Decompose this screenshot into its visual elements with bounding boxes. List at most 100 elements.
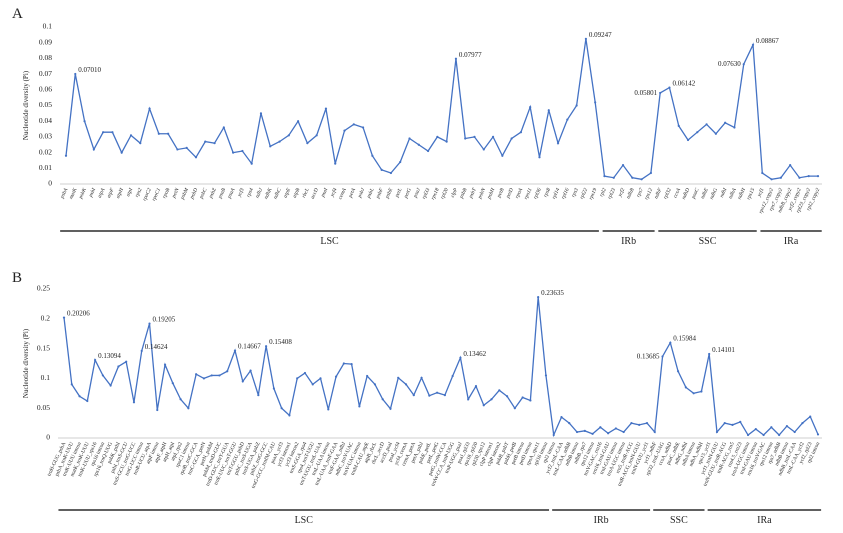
x-tick-label: psbI [87, 187, 97, 199]
data-point [754, 427, 757, 431]
data-point [659, 91, 662, 95]
data-point [436, 391, 439, 394]
data-point [78, 395, 81, 398]
x-tick-label: rps7 [635, 187, 645, 198]
data-point [779, 176, 782, 179]
x-tick-label: ycf3 [235, 187, 246, 199]
x-tick-label: ndhD [681, 187, 691, 200]
data-label: 0.14624 [145, 343, 168, 351]
data-point [306, 142, 309, 145]
data-point [343, 129, 346, 132]
x-tick-label: rpl2 [599, 187, 608, 198]
data-point [723, 422, 726, 425]
data-point [389, 407, 392, 410]
data-point [544, 374, 548, 377]
data-point [731, 423, 734, 426]
x-tick-label: petL [394, 187, 404, 199]
x-tick-label: atpI [125, 187, 134, 197]
data-point [724, 121, 727, 124]
data-point [793, 430, 796, 434]
data-point [303, 371, 307, 375]
data-point [93, 358, 97, 362]
x-tick-label: ndhF [653, 187, 663, 200]
data-point [459, 356, 462, 359]
data-point [139, 142, 142, 145]
data-point [233, 349, 237, 352]
data-point [167, 132, 170, 135]
y-tick-label: 0.04 [39, 116, 52, 125]
data-point [232, 151, 235, 154]
x-tick-label: rps12 [644, 187, 655, 201]
x-tick-label: psbH [486, 186, 497, 201]
data-point [621, 164, 625, 167]
data-point [426, 149, 430, 153]
region-label: IRb [594, 515, 609, 526]
data-point [120, 151, 123, 154]
data-point [614, 427, 617, 430]
data-point [538, 156, 541, 159]
data-point [809, 415, 812, 418]
y-tick-label: 0.07 [39, 69, 52, 78]
data-point [404, 383, 408, 386]
x-tick-label: rpoB [162, 187, 172, 200]
data-point [739, 420, 742, 424]
data-point [361, 126, 365, 129]
data-point [195, 373, 198, 376]
data-point [101, 374, 104, 377]
data-point [505, 395, 509, 398]
data-point [176, 148, 179, 151]
data-point [631, 176, 634, 179]
y-tick-label: 0 [48, 179, 52, 188]
data-point [269, 145, 272, 148]
x-tick-label: psbT [468, 186, 479, 200]
data-point [537, 296, 540, 299]
x-tick-label: ccsA [672, 187, 682, 199]
x-tick-label: rpl22 [579, 187, 589, 200]
data-point [265, 345, 268, 348]
data-point [226, 370, 229, 373]
data-point [334, 375, 338, 378]
data-point [751, 43, 755, 46]
x-tick-label: psbL [365, 187, 375, 200]
data-point [324, 107, 328, 110]
x-tick-label: rpl36 [533, 187, 543, 200]
data-point [319, 377, 322, 380]
data-point [366, 374, 369, 378]
data-point [556, 142, 560, 145]
x-tick-label: ndhC [273, 187, 283, 200]
data-point [296, 120, 300, 123]
x-tick-label: rps11 [523, 187, 534, 200]
data-label: 0.14667 [238, 343, 261, 351]
data-point [473, 135, 476, 138]
data-point [490, 398, 493, 401]
data-point [464, 137, 467, 140]
y-tick-label: 0.08 [39, 53, 52, 62]
x-tick-label: petA [347, 187, 357, 200]
data-point [816, 433, 820, 436]
data-point [661, 355, 664, 358]
data-point [816, 175, 820, 178]
data-point [622, 430, 625, 434]
data-point [684, 386, 687, 389]
region-label: SSC [670, 515, 688, 526]
x-tick-label: ndhH [737, 186, 748, 200]
data-point [714, 132, 717, 135]
data-point [259, 112, 263, 115]
data-point [451, 374, 454, 378]
data-point [552, 433, 555, 437]
x-tick-label: ndhJ [254, 187, 264, 199]
data-label: 0.13462 [463, 350, 486, 358]
data-point [482, 148, 485, 151]
x-tick-label: psbF [375, 187, 386, 201]
y-tick-label: 0.02 [39, 147, 52, 156]
x-tick-label: ndhI [719, 187, 729, 199]
panel-letter: A [12, 6, 23, 22]
data-point [705, 123, 708, 126]
x-tick-label: rps4 [246, 187, 256, 198]
data-label: 0.20206 [67, 310, 90, 318]
x-tick-label: rbcL [301, 187, 311, 199]
data-point [102, 131, 105, 134]
x-tick-label: rps19 [588, 187, 599, 201]
data-point [352, 123, 355, 126]
x-tick-label: psaJ [412, 187, 422, 200]
